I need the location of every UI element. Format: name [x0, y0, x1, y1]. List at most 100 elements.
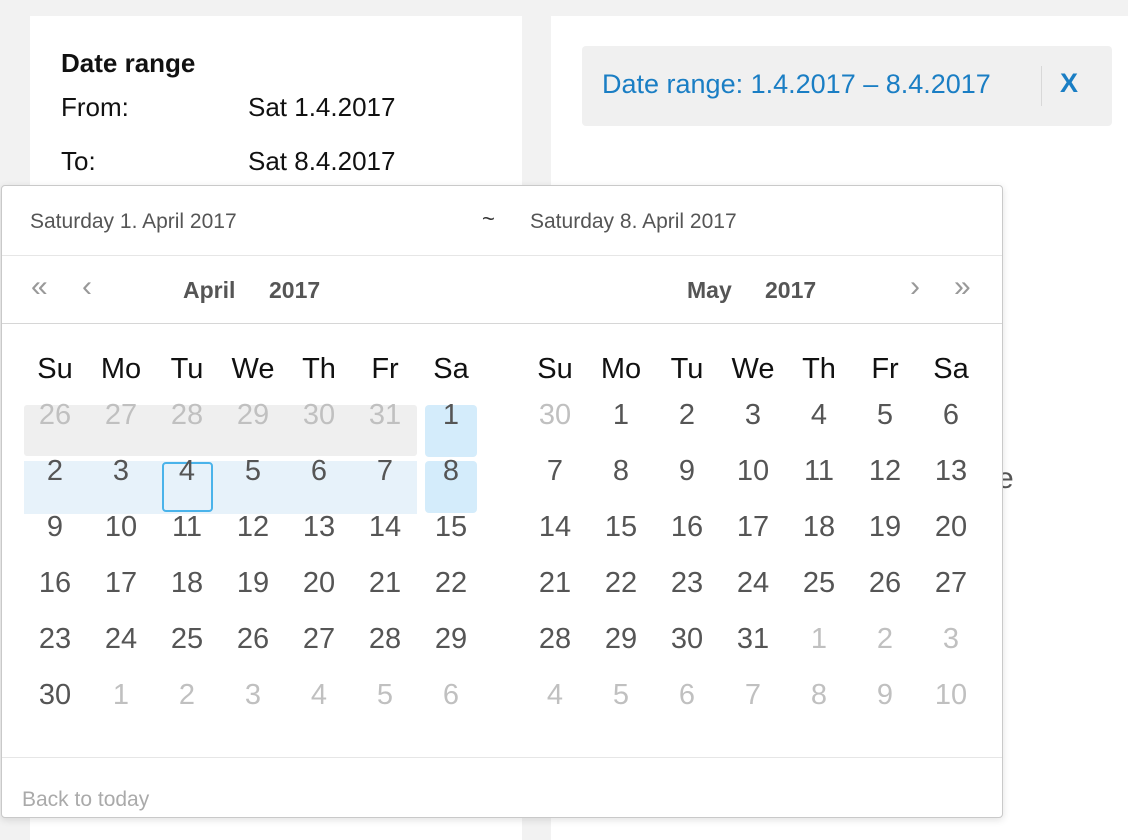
chip-close-button[interactable]: X [1060, 68, 1079, 98]
day-cell[interactable]: 26 [38, 399, 72, 431]
day-cell[interactable]: 8 [810, 679, 828, 711]
day-cell[interactable]: 3 [244, 679, 262, 711]
day-cell[interactable]: 7 [546, 455, 564, 487]
day-cell[interactable]: 4 [310, 679, 328, 711]
day-cell[interactable]: 28 [368, 623, 402, 655]
day-cell[interactable]: 3 [942, 623, 960, 655]
day-cell[interactable]: 26 [868, 567, 902, 599]
day-cell[interactable]: 24 [104, 623, 138, 655]
date-range-chip[interactable]: Date range: 1.4.2017 – 8.4.2017 X [582, 46, 1112, 126]
day-cell[interactable]: 10 [736, 455, 770, 487]
day-cell[interactable]: 30 [538, 399, 572, 431]
day-cell[interactable]: 23 [38, 623, 72, 655]
day-cell[interactable]: 27 [104, 399, 138, 431]
day-cell[interactable]: 5 [376, 679, 394, 711]
day-cell[interactable]: 16 [38, 567, 72, 599]
day-cell[interactable]: 1 [112, 679, 130, 711]
day-cell[interactable]: 24 [736, 567, 770, 599]
day-cell[interactable]: 22 [434, 567, 468, 599]
day-cell[interactable]: 29 [604, 623, 638, 655]
day-cell[interactable]: 27 [302, 623, 336, 655]
day-cell[interactable]: 7 [376, 455, 394, 487]
day-cell[interactable]: 30 [38, 679, 72, 711]
day-cell[interactable]: 18 [802, 511, 836, 543]
day-cell[interactable]: 5 [244, 455, 262, 487]
day-cell[interactable]: 2 [46, 455, 64, 487]
day-cell[interactable]: 18 [170, 567, 204, 599]
day-cell[interactable]: 13 [302, 511, 336, 543]
day-cell[interactable]: 9 [678, 455, 696, 487]
day-cell[interactable]: 15 [434, 511, 468, 543]
day-cell[interactable]: 10 [934, 679, 968, 711]
day-cell[interactable]: 10 [104, 511, 138, 543]
day-cell[interactable]: 20 [934, 511, 968, 543]
from-value[interactable]: Sat 1.4.2017 [248, 92, 396, 122]
day-cell[interactable]: 17 [104, 567, 138, 599]
day-cell[interactable]: 17 [736, 511, 770, 543]
day-cell[interactable]: 31 [736, 623, 770, 655]
day-cell[interactable]: 2 [678, 399, 696, 431]
right-month-label[interactable]: May [687, 277, 732, 303]
day-cell[interactable]: 15 [604, 511, 638, 543]
day-cell[interactable]: 13 [934, 455, 968, 487]
day-cell[interactable]: 21 [368, 567, 402, 599]
day-cell[interactable]: 28 [170, 399, 204, 431]
day-cell[interactable]: 9 [46, 511, 64, 543]
day-cell[interactable]: 5 [876, 399, 894, 431]
day-cell[interactable]: 1 [442, 399, 460, 431]
day-cell[interactable]: 1 [810, 623, 828, 655]
day-cell[interactable]: 5 [612, 679, 630, 711]
day-cell[interactable]: 22 [604, 567, 638, 599]
day-cell[interactable]: 19 [236, 567, 270, 599]
left-year-label[interactable]: 2017 [269, 277, 321, 303]
day-cell[interactable]: 14 [538, 511, 572, 543]
left-month-label[interactable]: April [183, 277, 236, 303]
day-cell[interactable]: 9 [876, 679, 894, 711]
next-month-button[interactable]: › [910, 270, 920, 303]
prev-year-button[interactable]: « [31, 270, 48, 303]
day-cell[interactable]: 16 [670, 511, 704, 543]
day-cell[interactable]: 21 [538, 567, 572, 599]
day-cell[interactable]: 2 [876, 623, 894, 655]
day-cell[interactable]: 1 [612, 399, 630, 431]
right-year-label[interactable]: 2017 [765, 277, 817, 303]
day-cell[interactable]: 20 [302, 567, 336, 599]
day-cell[interactable]: 29 [236, 399, 270, 431]
weekday-label: We [731, 353, 775, 385]
day-cell[interactable]: 12 [236, 511, 270, 543]
day-cell[interactable]: 3 [744, 399, 762, 431]
day-cell[interactable]: 4 [810, 399, 828, 431]
today-marker [162, 462, 213, 512]
day-cell[interactable]: 2 [178, 679, 196, 711]
day-cell[interactable]: 25 [802, 567, 836, 599]
day-cell[interactable]: 28 [538, 623, 572, 655]
day-cell[interactable]: 27 [934, 567, 968, 599]
back-to-today-button[interactable]: Back to today [22, 788, 150, 811]
day-cell[interactable]: 12 [868, 455, 902, 487]
day-cell[interactable]: 26 [236, 623, 270, 655]
day-cell[interactable]: 6 [310, 455, 328, 487]
chip-text: Date range: 1.4.2017 – 8.4.2017 [602, 69, 991, 100]
day-cell[interactable]: 30 [670, 623, 704, 655]
day-cell[interactable]: 25 [170, 623, 204, 655]
day-cell[interactable]: 8 [442, 455, 460, 487]
day-cell[interactable]: 8 [612, 455, 630, 487]
day-cell[interactable]: 11 [171, 511, 203, 543]
day-cell[interactable]: 4 [546, 679, 564, 711]
to-value[interactable]: Sat 8.4.2017 [248, 146, 396, 176]
day-cell[interactable]: 11 [803, 455, 835, 487]
day-cell[interactable]: 31 [368, 399, 402, 431]
day-cell[interactable]: 7 [744, 679, 762, 711]
day-cell[interactable]: 3 [112, 455, 130, 487]
day-cell[interactable]: 6 [442, 679, 460, 711]
day-cell[interactable]: 19 [868, 511, 902, 543]
day-cell[interactable]: 30 [302, 399, 336, 431]
day-cell[interactable]: 29 [434, 623, 468, 655]
next-year-button[interactable]: » [954, 270, 971, 303]
day-cell[interactable]: 4 [178, 455, 196, 487]
prev-month-button[interactable]: ‹ [82, 270, 92, 303]
day-cell[interactable]: 6 [942, 399, 960, 431]
day-cell[interactable]: 23 [670, 567, 704, 599]
day-cell[interactable]: 6 [678, 679, 696, 711]
day-cell[interactable]: 14 [368, 511, 402, 543]
